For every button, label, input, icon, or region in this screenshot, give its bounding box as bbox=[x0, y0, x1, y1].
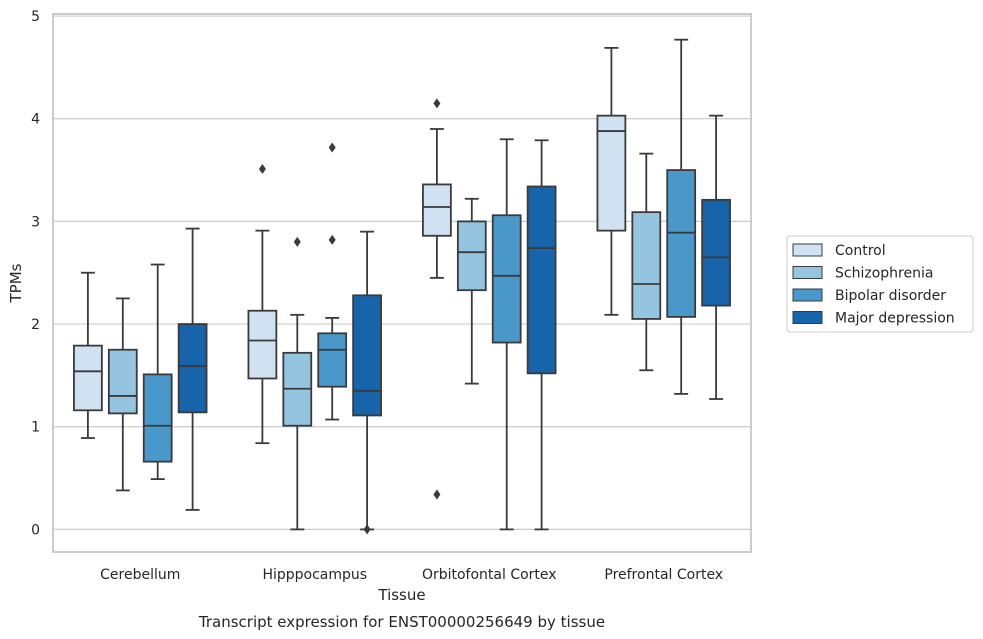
x-tick-labels: Cerebellum Hipppocampus Orbitofontal Corte… bbox=[100, 567, 723, 583]
box-group bbox=[142, 263, 173, 481]
box bbox=[247, 309, 278, 380]
legend-label: Schizophrenia bbox=[835, 266, 933, 282]
x-axis-title: Tissue bbox=[377, 586, 425, 604]
box bbox=[142, 373, 173, 463]
y-tick-label: 3 bbox=[31, 214, 40, 230]
box bbox=[73, 344, 103, 412]
box bbox=[422, 183, 452, 237]
y-tick-label: 4 bbox=[31, 112, 40, 128]
outlier-point bbox=[433, 98, 441, 109]
box bbox=[317, 332, 348, 388]
outlier-point bbox=[433, 489, 441, 500]
legend-swatch bbox=[792, 288, 823, 302]
box-group bbox=[107, 297, 138, 492]
box-group bbox=[456, 197, 487, 385]
x-tick-label: Cerebellum bbox=[100, 567, 180, 583]
y-tick-labels: 0 1 2 3 4 5 bbox=[31, 9, 40, 538]
box bbox=[526, 185, 557, 375]
box-group bbox=[596, 46, 627, 316]
box-plots bbox=[73, 38, 731, 535]
box-group bbox=[73, 271, 103, 439]
y-axis-title: TPMs bbox=[7, 263, 25, 303]
outlier-point bbox=[328, 142, 336, 153]
y-tick-label: 1 bbox=[31, 420, 40, 436]
box-group bbox=[177, 227, 208, 511]
box-group bbox=[247, 164, 278, 445]
legend-label: Major depression bbox=[835, 311, 955, 327]
box bbox=[701, 198, 731, 307]
box-group bbox=[352, 230, 382, 535]
box-group bbox=[317, 142, 348, 421]
legend-frame bbox=[786, 235, 974, 333]
box-group bbox=[631, 152, 662, 372]
y-tick-label: 0 bbox=[31, 522, 40, 538]
outlier-point bbox=[258, 164, 266, 175]
box bbox=[596, 114, 627, 232]
legend-swatch bbox=[792, 266, 823, 279]
outlier-point bbox=[328, 234, 336, 245]
box bbox=[177, 323, 208, 414]
box bbox=[352, 294, 382, 417]
box bbox=[491, 214, 522, 344]
outlier-point bbox=[363, 524, 371, 535]
legend-swatch bbox=[792, 311, 823, 324]
y-tick-label: 5 bbox=[31, 9, 40, 25]
box-group bbox=[701, 114, 731, 400]
legend: Control Schizophrenia Bipolar disorder Majo… bbox=[786, 235, 974, 333]
x-tick-label: Hipppocampus bbox=[262, 567, 367, 583]
box-group bbox=[666, 38, 697, 395]
box-group bbox=[491, 138, 522, 531]
x-tick-label: Prefrontal Cortex bbox=[604, 567, 723, 583]
outlier-point bbox=[293, 236, 301, 247]
legend-label: Control bbox=[835, 243, 886, 259]
y-tick-label: 2 bbox=[31, 317, 40, 333]
chart-caption: Transcript expression for ENST0000025664… bbox=[198, 613, 605, 631]
box bbox=[456, 220, 487, 292]
box-group bbox=[526, 139, 557, 531]
box bbox=[107, 348, 138, 415]
legend-swatch bbox=[792, 243, 823, 257]
box bbox=[631, 211, 662, 320]
legend-label: Bipolar disorder bbox=[835, 288, 946, 304]
box-group bbox=[282, 236, 313, 531]
box-group bbox=[422, 98, 452, 500]
x-tick-label: Orbitofontal Cortex bbox=[422, 567, 557, 583]
plot-frame bbox=[52, 13, 752, 553]
box bbox=[666, 169, 697, 318]
